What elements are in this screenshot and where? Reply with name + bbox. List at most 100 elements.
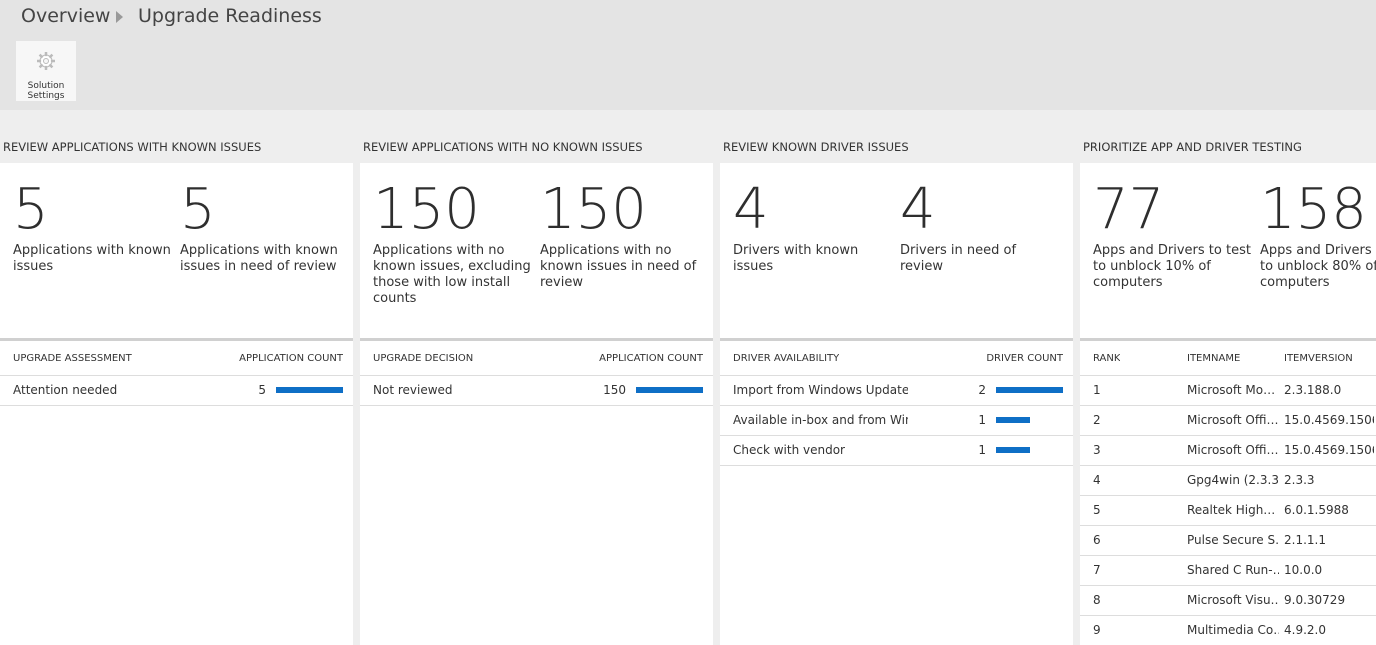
row-count: 1 <box>978 413 986 427</box>
tile[interactable]: 4 Drivers in need of review <box>900 177 1060 275</box>
column-header: DRIVER COUNT <box>986 353 1063 364</box>
column-header: UPGRADE DECISION <box>373 353 474 364</box>
tiles: 4 Drivers with known issues 4 Drivers in ne… <box>720 163 1073 341</box>
row-count: 150 <box>603 383 626 397</box>
column-header: ITEMVERSION <box>1284 353 1353 364</box>
table-row[interactable]: Import from Windows Update 2 <box>720 375 1073 406</box>
panel-title: REVIEW APPLICATIONS WITH KNOWN ISSUES <box>3 140 262 154</box>
table: DRIVER AVAILABILITY DRIVER COUNT Import fr… <box>720 341 1073 645</box>
row-label: Not reviewed <box>373 383 453 397</box>
table-row[interactable]: 1 Microsoft Mo… 2.3.188.0 <box>1080 375 1376 406</box>
tile-value: 77 <box>1093 177 1165 242</box>
column-header: APPLICATION COUNT <box>239 353 343 364</box>
tile[interactable]: 150 Applications with no known issues in … <box>540 177 700 291</box>
tile-label: Applications with no known issues in nee… <box>540 243 697 290</box>
table-row[interactable]: Not reviewed 150 <box>360 375 713 406</box>
panel: REVIEW APPLICATIONS WITH NO KNOWN ISSUES… <box>360 110 713 645</box>
table-row[interactable]: Available in-box and from Win… 1 <box>720 405 1073 436</box>
tile-label: Drivers with known issues <box>733 243 859 274</box>
table-row[interactable]: Check with vendor 1 <box>720 435 1073 466</box>
row-cell: 15.0.4569.1506 <box>1284 443 1374 457</box>
row-cell: 2.1.1.1 <box>1284 533 1326 547</box>
row-cell: 1 <box>1093 383 1101 397</box>
table: RANK ITEMNAME ITEMVERSION 1 Microsoft Mo… 2.3… <box>1080 341 1376 645</box>
row-count: 5 <box>258 383 266 397</box>
tile-label: Applications with no known issues, exclu… <box>373 243 531 306</box>
row-cell: 3 <box>1093 443 1101 457</box>
panels: REVIEW APPLICATIONS WITH KNOWN ISSUES 5 Ap… <box>0 110 1376 645</box>
row-cell: 9 <box>1093 623 1101 637</box>
row-label: Attention needed <box>13 383 118 397</box>
tile-value: 5 <box>13 177 49 242</box>
row-label: Check with vendor <box>733 443 845 457</box>
tile[interactable]: 77 Apps and Drivers to test to unblock 10… <box>1093 177 1253 291</box>
tile-value: 150 <box>373 177 480 242</box>
row-count: 2 <box>978 383 986 397</box>
tile[interactable]: 150 Applications with no known issues, ex… <box>373 177 533 307</box>
row-cell: Microsoft Mo… <box>1187 383 1276 397</box>
tile[interactable]: 5 Applications with known issues in need … <box>180 177 340 275</box>
header-row: UPGRADE DECISION APPLICATION COUNT <box>360 344 713 376</box>
count-bar <box>996 447 1030 453</box>
column-header: ITEMNAME <box>1187 353 1241 364</box>
row-cell: Pulse Secure S… <box>1187 533 1279 547</box>
tile-label: Apps and Drivers to test to unblock 10% … <box>1093 243 1251 290</box>
header-row: DRIVER AVAILABILITY DRIVER COUNT <box>720 344 1073 376</box>
row-cell: 4.9.2.0 <box>1284 623 1326 637</box>
breadcrumb-current: Upgrade Readiness <box>138 5 322 27</box>
tile-value: 4 <box>733 177 769 242</box>
tile-value: 5 <box>180 177 216 242</box>
count-bar <box>996 417 1030 423</box>
row-label: Import from Windows Update <box>733 383 908 397</box>
table-row[interactable]: 3 Microsoft Offi… 15.0.4569.1506 <box>1080 435 1376 466</box>
column-header: RANK <box>1093 353 1121 364</box>
tile[interactable]: 4 Drivers with known issues <box>733 177 893 275</box>
count-bar <box>276 387 343 393</box>
table: UPGRADE ASSESSMENT APPLICATION COUNT Atten… <box>0 341 353 645</box>
gear-icon <box>37 52 55 70</box>
panel: REVIEW APPLICATIONS WITH KNOWN ISSUES 5 Ap… <box>0 110 353 645</box>
row-cell: 4 <box>1093 473 1101 487</box>
tiles: 77 Apps and Drivers to test to unblock 10… <box>1080 163 1376 341</box>
tile-value: 150 <box>540 177 647 242</box>
tile-label: Applications with known issues in need o… <box>180 243 338 274</box>
table-row[interactable]: 2 Microsoft Offi… 15.0.4569.1506 <box>1080 405 1376 436</box>
row-cell: 2 <box>1093 413 1101 427</box>
row-cell: Multimedia Co… <box>1187 623 1279 637</box>
button-label: Solution Settings <box>27 81 65 101</box>
panel-title: PRIORITIZE APP AND DRIVER TESTING <box>1083 140 1302 154</box>
table-row[interactable]: 8 Microsoft Visu… 9.0.30729 <box>1080 585 1376 616</box>
panel-title: REVIEW APPLICATIONS WITH NO KNOWN ISSUES <box>363 140 643 154</box>
table-row[interactable]: 7 Shared C Run-… 10.0.0 <box>1080 555 1376 586</box>
table: UPGRADE DECISION APPLICATION COUNT Not rev… <box>360 341 713 645</box>
tile-label: Drivers in need of review <box>900 243 1017 274</box>
row-cell: Gpg4win (2.3.3) <box>1187 473 1279 487</box>
breadcrumb-arrow <box>116 11 123 23</box>
tile-value: 4 <box>900 177 936 242</box>
table-row[interactable]: 6 Pulse Secure S… 2.1.1.1 <box>1080 525 1376 556</box>
row-cell: 7 <box>1093 563 1101 577</box>
tiles: 5 Applications with known issues 5 Applicat… <box>0 163 353 341</box>
row-cell: 5 <box>1093 503 1101 517</box>
tiles: 150 Applications with no known issues, ex… <box>360 163 713 341</box>
settings-button[interactable]: Solution Settings <box>16 41 76 101</box>
header-row: RANK ITEMNAME ITEMVERSION <box>1080 344 1376 376</box>
table-row[interactable]: 4 Gpg4win (2.3.3) 2.3.3 <box>1080 465 1376 496</box>
tile-label: Applications with known issues <box>13 243 171 274</box>
row-cell: 15.0.4569.1506 <box>1284 413 1374 427</box>
breadcrumb-link[interactable]: Overview <box>21 5 111 27</box>
row-cell: 6.0.1.5988 <box>1284 503 1349 517</box>
panel: REVIEW KNOWN DRIVER ISSUES 4 Drivers with … <box>720 110 1073 645</box>
row-cell: 2.3.188.0 <box>1284 383 1342 397</box>
tile-value: 158 <box>1260 177 1367 242</box>
tile[interactable]: 5 Applications with known issues <box>13 177 173 275</box>
column-header: DRIVER AVAILABILITY <box>733 353 840 364</box>
row-cell: Microsoft Visu… <box>1187 593 1279 607</box>
row-cell: 8 <box>1093 593 1101 607</box>
table-row[interactable]: Attention needed 5 <box>0 375 353 406</box>
column-header: APPLICATION COUNT <box>599 353 703 364</box>
table-row[interactable]: 5 Realtek High… 6.0.1.5988 <box>1080 495 1376 526</box>
table-row[interactable]: 9 Multimedia Co… 4.9.2.0 <box>1080 615 1376 645</box>
